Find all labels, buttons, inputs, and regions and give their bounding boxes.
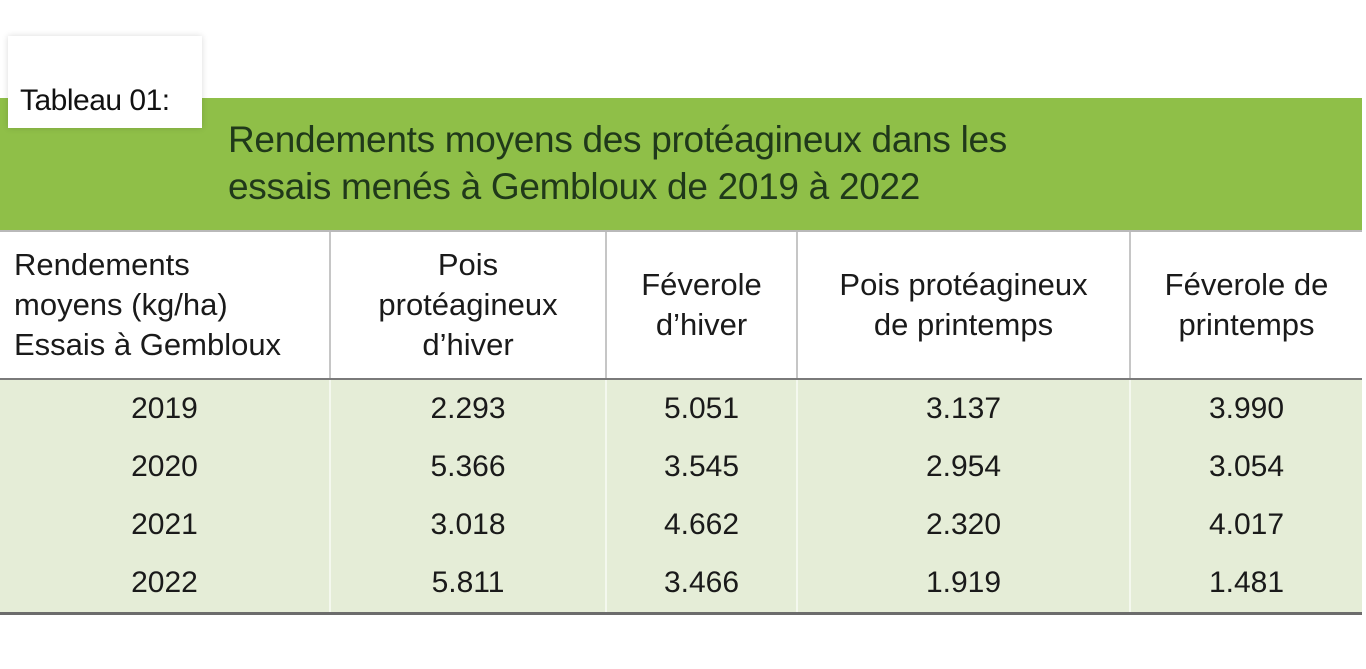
table-row: 2020 5.366 3.545 2.954 3.054 (0, 438, 1362, 496)
header-line: printemps (1178, 307, 1315, 342)
year-cell: 2020 (0, 438, 330, 496)
yield-cell: 5.366 (329, 438, 606, 496)
table-row: 2021 3.018 4.662 2.320 4.017 (0, 496, 1362, 554)
table-row: 2022 5.811 3.466 1.919 1.481 (0, 554, 1362, 615)
yield-cell: 3.990 (1129, 379, 1362, 438)
yield-cell: 3.137 (796, 379, 1130, 438)
yield-cell: 4.017 (1129, 496, 1362, 554)
header-cell-trials: Rendements moyens (kg/ha) Essais à Gembl… (0, 230, 330, 380)
header-line: Essais à Gembloux (14, 327, 282, 362)
header-line: Féverole de (1164, 267, 1329, 302)
yield-cell: 3.018 (329, 496, 606, 554)
year-cell: 2019 (0, 379, 330, 438)
table-title: Rendements moyens des protéagineux dans … (228, 116, 1328, 210)
header-line: Pois (437, 247, 499, 282)
header-line: Féverole (641, 267, 762, 302)
yield-cell: 1.919 (796, 554, 1130, 615)
yield-cell: 2.954 (796, 438, 1130, 496)
yield-cell: 3.545 (605, 438, 797, 496)
header-line: d’hiver (422, 327, 514, 362)
header-line: moyens (kg/ha) (14, 287, 228, 322)
header-cell-spring-pea: Pois protéagineux de printemps (796, 230, 1130, 380)
header-line: de printemps (873, 307, 1054, 342)
table-header-row: Rendements moyens (kg/ha) Essais à Gembl… (0, 230, 1362, 380)
yield-cell: 1.481 (1129, 554, 1362, 615)
table-label: Tableau 01: (20, 84, 170, 117)
yield-cell: 5.051 (605, 379, 797, 438)
header-cell-spring-faba: Féverole de printemps (1129, 230, 1362, 380)
year-cell: 2022 (0, 554, 330, 615)
table-title-line: essais menés à Gembloux de 2019 à 2022 (228, 166, 921, 207)
table-title-line: Rendements moyens des protéagineux dans … (228, 119, 1007, 160)
header-line: protéagineux (378, 287, 558, 322)
yield-cell: 3.054 (1129, 438, 1362, 496)
header-line: Pois protéagineux (839, 267, 1088, 302)
table-row: 2019 2.293 5.051 3.137 3.990 (0, 379, 1362, 438)
header-cell-winter-faba: Féverole d’hiver (605, 230, 797, 380)
yield-cell: 3.466 (605, 554, 797, 615)
yield-cell: 2.293 (329, 379, 606, 438)
header-cell-winter-pea: Pois protéagineux d’hiver (329, 230, 606, 380)
header-line: d’hiver (655, 307, 748, 342)
yield-cell: 2.320 (796, 496, 1130, 554)
yield-cell: 5.811 (329, 554, 606, 615)
header-line: Rendements (14, 247, 190, 282)
yield-cell: 4.662 (605, 496, 797, 554)
title-band (0, 98, 1362, 230)
table-label-tab (8, 36, 202, 128)
year-cell: 2021 (0, 496, 330, 554)
yield-table: Rendements moyens (kg/ha) Essais à Gembl… (0, 230, 1362, 615)
